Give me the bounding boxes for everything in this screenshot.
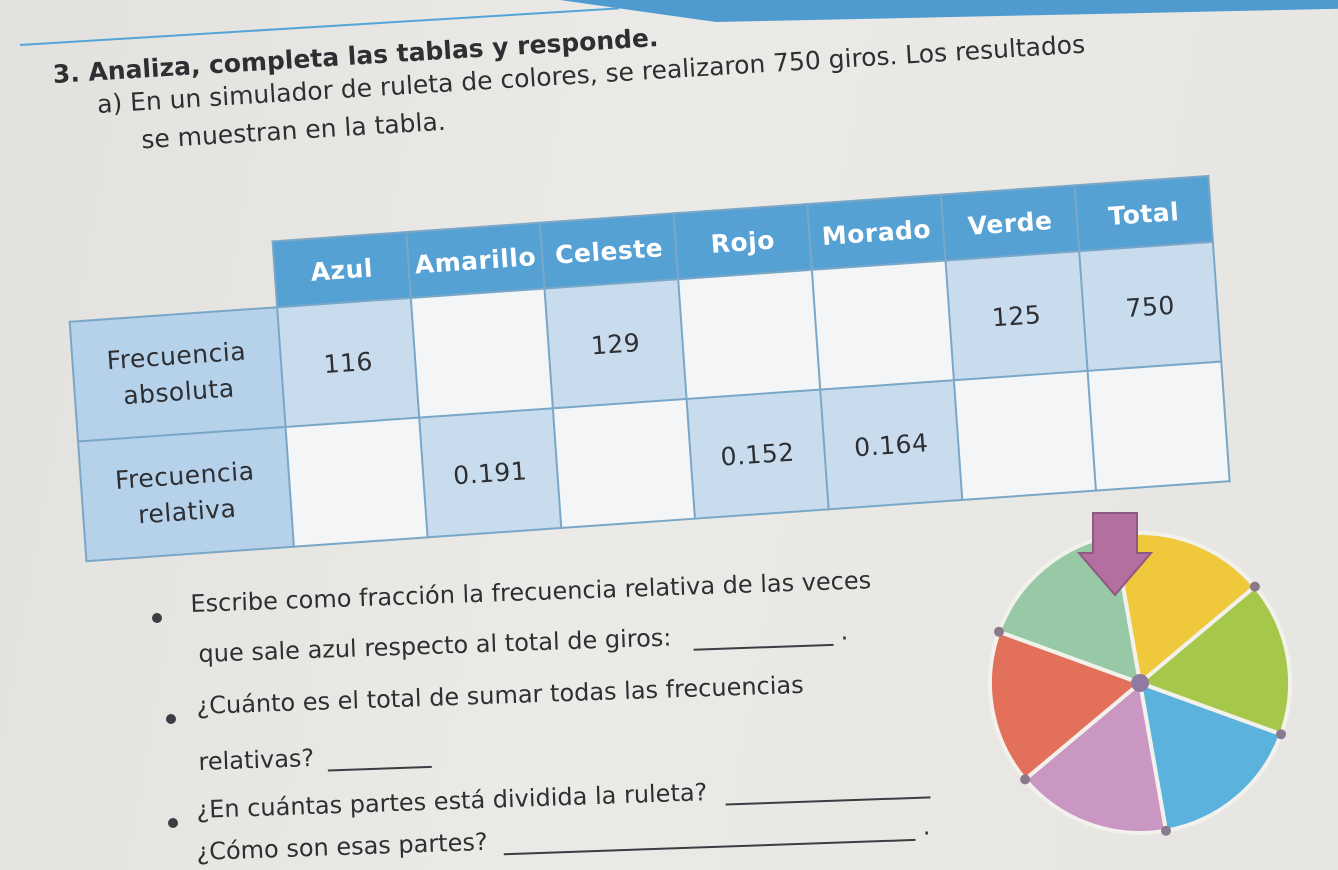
answer-cell[interactable] [678, 269, 821, 399]
table-cell: 125 [945, 251, 1088, 381]
page-header-band [560, 0, 1338, 22]
bullet-icon [152, 613, 162, 623]
pointer-arrow-icon [1076, 512, 1154, 597]
question-2-text: relativas? [198, 743, 315, 776]
question-3-text: ¿En cuántas partes está dividida la rule… [196, 778, 708, 824]
wheel-peg [994, 626, 1004, 637]
column-header: Celeste [539, 213, 679, 289]
row-header-absolute: Frecuencia absoluta [69, 307, 286, 442]
table-cell: 750 [1079, 241, 1222, 371]
wheel-slices [988, 530, 1292, 836]
column-header: Verde [940, 185, 1080, 261]
bullet-icon [168, 818, 178, 828]
column-header: Amarillo [406, 222, 545, 298]
table-cell: 116 [277, 297, 420, 427]
question-3-line-2: ¿Cómo son esas partes? . [196, 812, 931, 866]
column-header: Total [1074, 175, 1213, 252]
wheel-slice [1136, 583, 1292, 737]
question-1-line-2: que sale azul respecto al total de giros… [198, 617, 849, 668]
table-cell: 0.164 [820, 380, 963, 510]
answer-cell[interactable] [811, 260, 954, 390]
column-header: Azul [272, 232, 411, 308]
column-header: Morado [807, 194, 946, 270]
wheel-peg [1161, 825, 1171, 836]
wheel-peg [1020, 774, 1031, 785]
wheel-slice [988, 629, 1144, 783]
answer-cell[interactable] [953, 370, 1096, 500]
question-1-line-1: Escribe como fracción la frecuencia rela… [190, 566, 872, 618]
wheel-slice [1022, 679, 1169, 835]
answer-cell[interactable] [285, 417, 428, 547]
wheel-slice [1137, 679, 1284, 834]
answer-blank-1[interactable] [693, 643, 834, 651]
roulette-wheel [988, 512, 1292, 836]
answer-blank-3[interactable] [725, 796, 931, 806]
answer-cell[interactable] [1087, 361, 1230, 491]
table-cell: 0.152 [686, 389, 829, 519]
wheel-peg [1249, 581, 1260, 592]
answer-blank-2[interactable] [328, 765, 433, 772]
table-cell: 0.191 [419, 408, 562, 538]
question-1-text: que sale azul respecto al total de giros… [198, 623, 672, 668]
question-3-period: . [922, 812, 931, 841]
question-2-line-1: ¿Cuánto es el total de sumar todas las f… [196, 670, 805, 720]
bullet-icon [166, 714, 176, 724]
question-3b-text: ¿Cómo son esas partes? [196, 827, 489, 866]
answer-cell[interactable] [552, 398, 695, 528]
table-cell: 129 [544, 279, 687, 409]
question-2-line-2: relativas? [198, 740, 433, 776]
wheel-center-pin [1131, 674, 1149, 692]
wheel-peg [1276, 729, 1286, 740]
row-header-relative: Frecuencia relativa [78, 426, 294, 562]
column-header: Rojo [673, 204, 812, 280]
answer-cell[interactable] [410, 288, 553, 418]
answer-blank-4[interactable] [503, 838, 916, 856]
question-1-period: . [839, 617, 849, 646]
